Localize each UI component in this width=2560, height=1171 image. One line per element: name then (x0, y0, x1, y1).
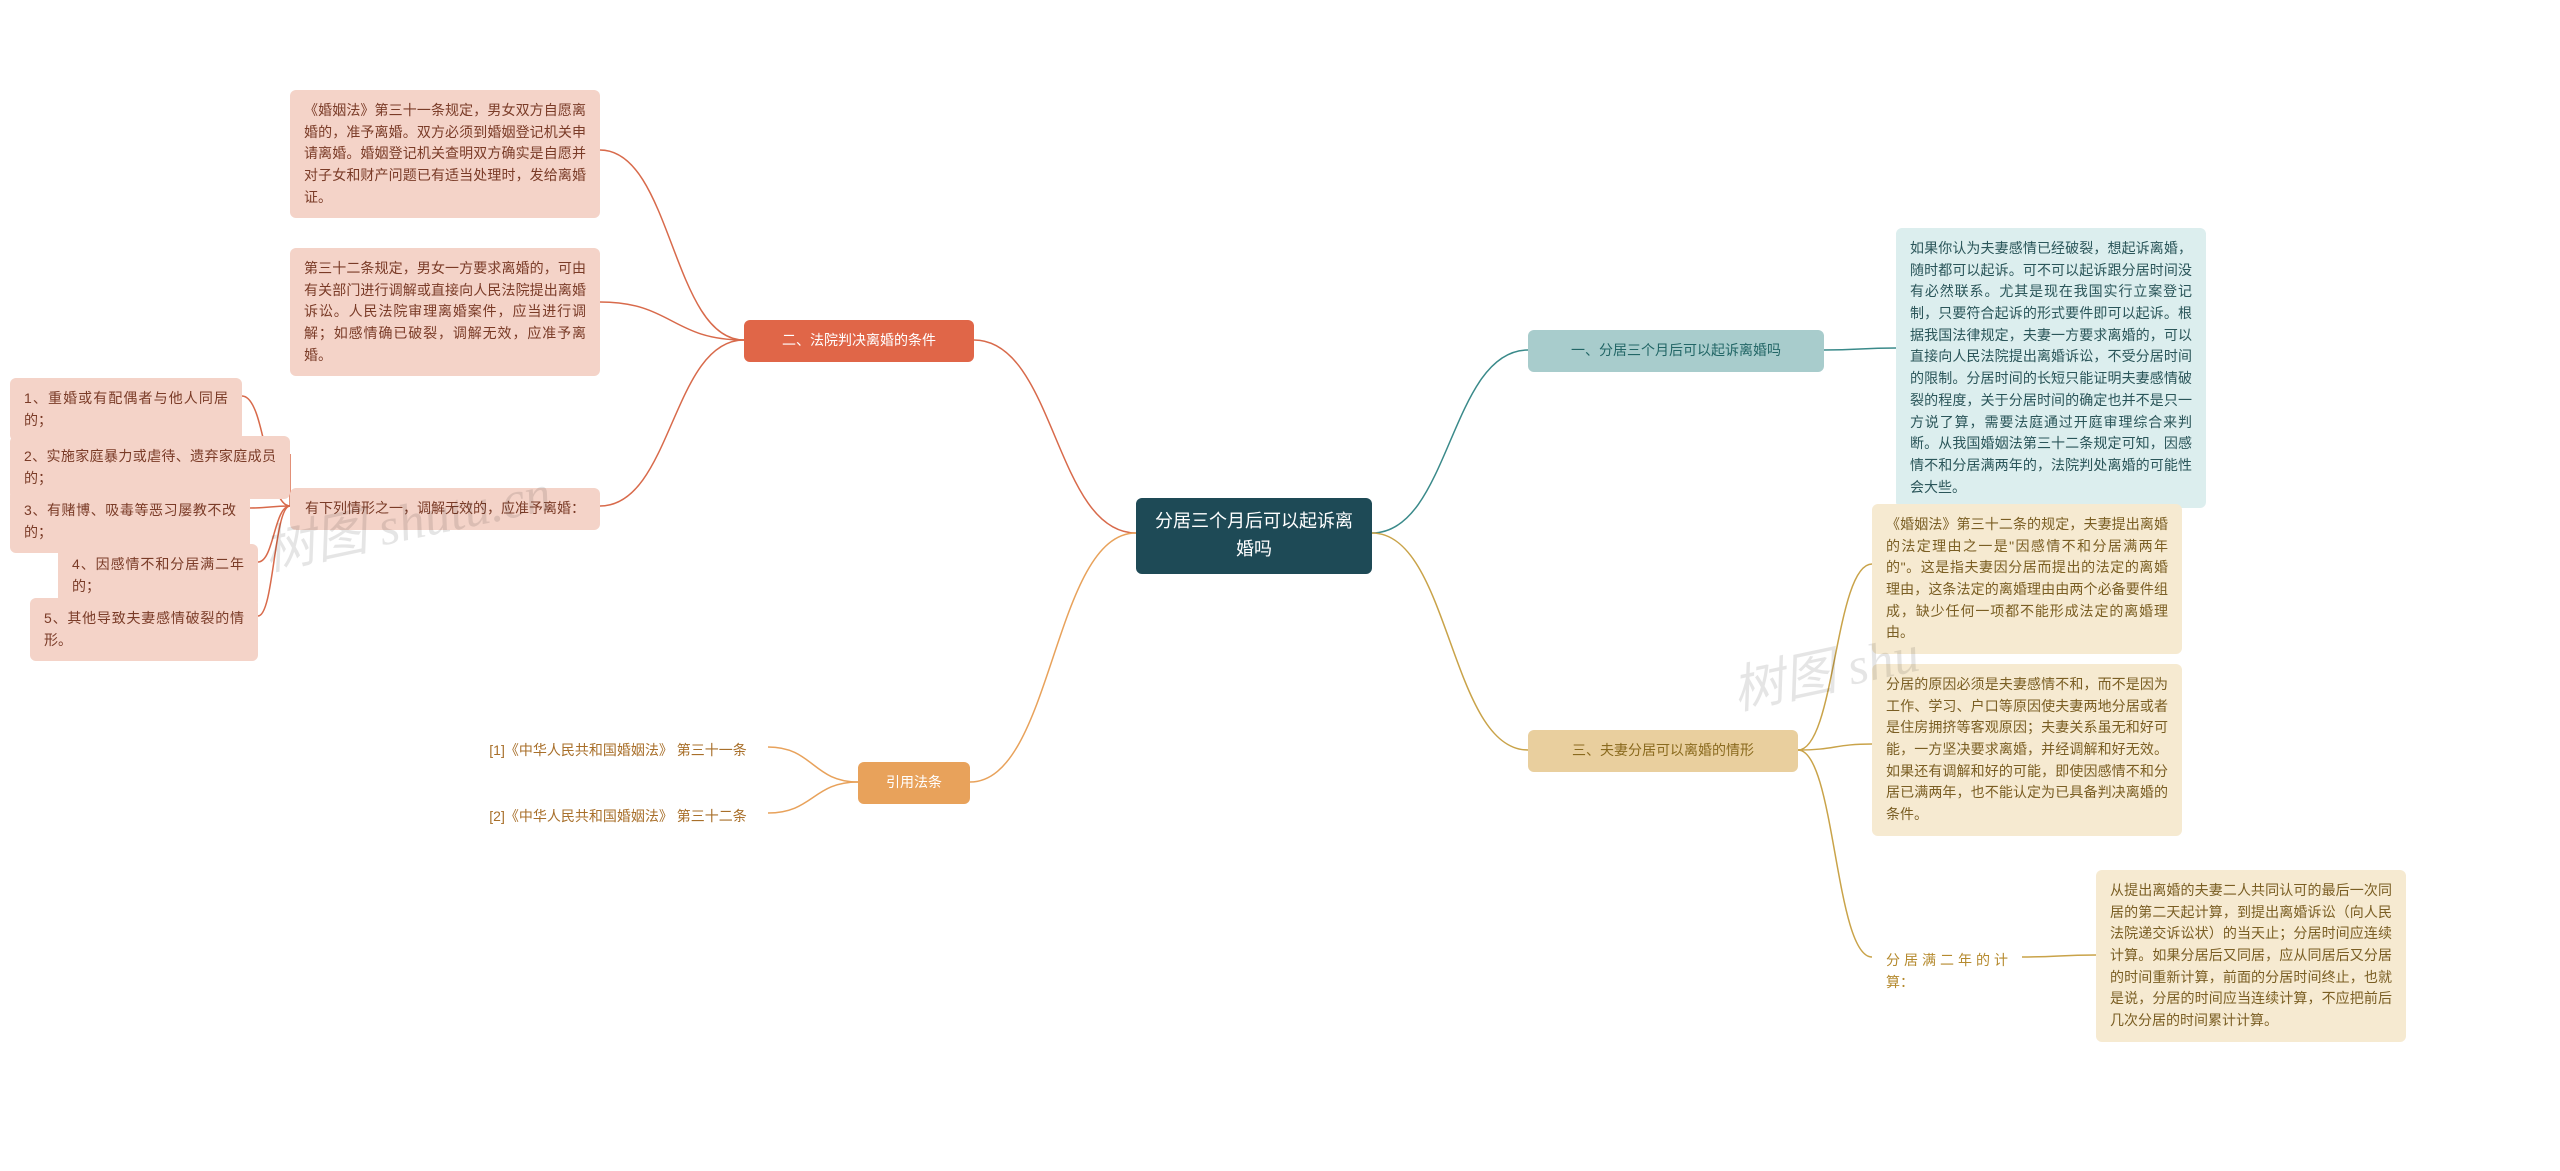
mindmap-node: 分居的原因必须是夫妻感情不和，而不是因为工作、学习、户口等原因使夫妻两地分居或者… (1872, 664, 2182, 836)
mindmap-node: 《婚姻法》第三十二条的规定，夫妻提出离婚的法定理由之一是"因感情不和分居满两年的… (1872, 504, 2182, 654)
mindmap-node: 分居三个月后可以起诉离婚吗 (1136, 498, 1372, 574)
mindmap-node: [2]《中华人民共和国婚姻法》 第三十二条 (468, 796, 768, 838)
mindmap-node: 有下列情形之一，调解无效的，应准予离婚： (290, 488, 600, 530)
mindmap-node: 分居满二年的计算： (1872, 940, 2022, 1003)
mindmap-node: 一、分居三个月后可以起诉离婚吗 (1528, 330, 1824, 372)
mindmap-node: 二、法院判决离婚的条件 (744, 320, 974, 362)
mindmap-node: 从提出离婚的夫妻二人共同认可的最后一次同居的第二天起计算，到提出离婚诉讼（向人民… (2096, 870, 2406, 1042)
mindmap-node: 引用法条 (858, 762, 970, 804)
mindmap-node: [1]《中华人民共和国婚姻法》 第三十一条 (468, 730, 768, 772)
mindmap-node: 5、其他导致夫妻感情破裂的情形。 (30, 598, 258, 661)
mindmap-node: 如果你认为夫妻感情已经破裂，想起诉离婚，随时都可以起诉。可不可以起诉跟分居时间没… (1896, 228, 2206, 508)
mindmap-node: 三、夫妻分居可以离婚的情形 (1528, 730, 1798, 772)
mindmap-node: 《婚姻法》第三十一条规定，男女双方自愿离婚的，准予离婚。双方必须到婚姻登记机关申… (290, 90, 600, 218)
mindmap-node: 第三十二条规定，男女一方要求离婚的，可由有关部门进行调解或直接向人民法院提出离婚… (290, 248, 600, 376)
mindmap-node: 1、重婚或有配偶者与他人同居的； (10, 378, 242, 441)
